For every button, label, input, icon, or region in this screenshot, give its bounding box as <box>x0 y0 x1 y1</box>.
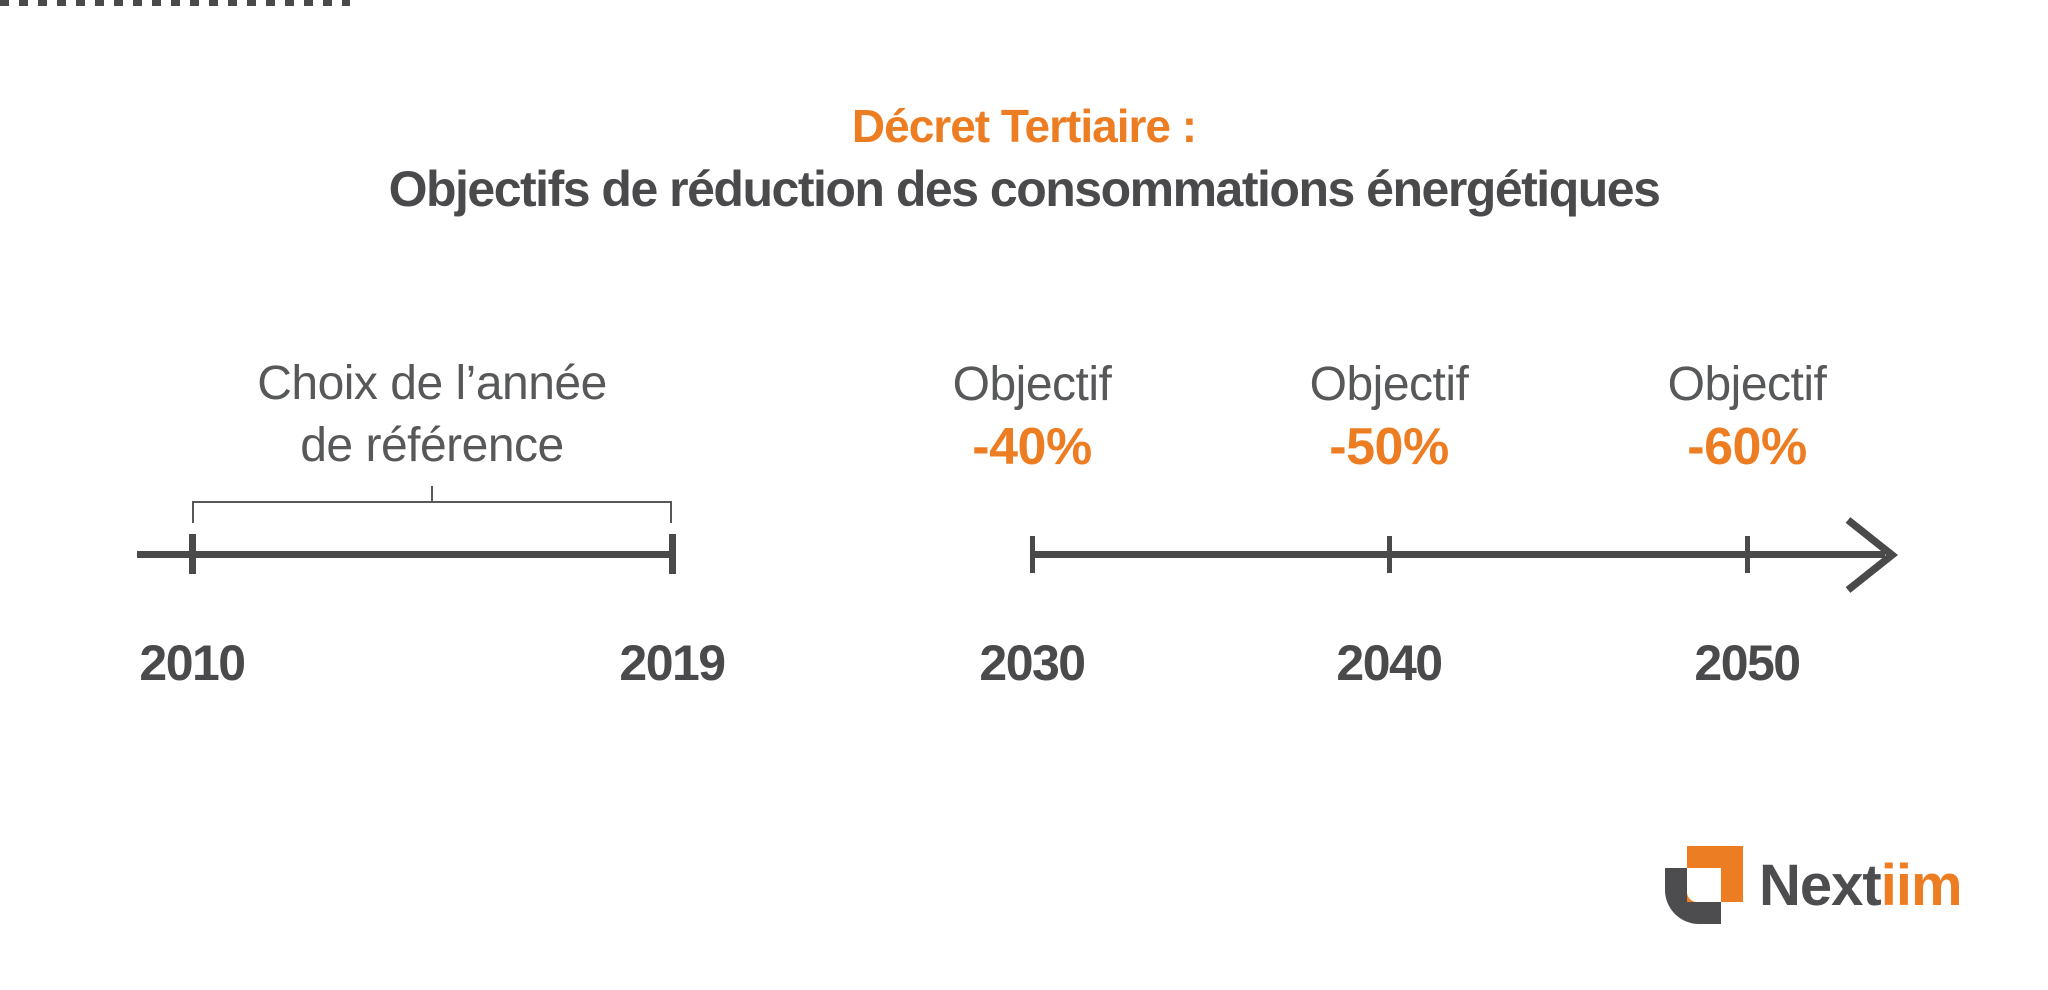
reference-bracket-center-tick <box>431 486 433 501</box>
tick-2010 <box>189 534 196 574</box>
objective-label-2050: Objectif <box>1667 358 1827 411</box>
timeline-solid-segment-left <box>137 551 672 558</box>
objective-group-2040: Objectif -50% <box>1310 357 1469 475</box>
tick-2050 <box>1745 536 1750 573</box>
year-label-2019: 2019 <box>619 635 726 691</box>
reference-bracket-left-end <box>192 501 194 523</box>
reference-period-label-line1: Choix de l’année <box>257 357 607 410</box>
header: Décret Tertiaire : Objectifs de réductio… <box>0 100 2048 218</box>
page-subtitle: Objectifs de réduction des consommations… <box>388 161 1661 217</box>
reference-period-label-line2: de référence <box>300 419 564 472</box>
timeline-dotted-segment <box>0 0 350 6</box>
logo-text-primary: Next <box>1759 852 1882 918</box>
nextiim-logo-icon <box>1665 846 1743 924</box>
objective-group-2030: Objectif -40% <box>953 357 1112 475</box>
objective-value-2040: -50% <box>1329 418 1449 476</box>
objective-label-2030: Objectif <box>952 358 1112 411</box>
reference-period-label: Choix de l’année de référence <box>257 353 607 477</box>
year-label-2010: 2010 <box>139 635 246 691</box>
tick-2030 <box>1030 536 1035 573</box>
year-label-2040: 2040 <box>1336 635 1443 691</box>
tick-2040 <box>1387 536 1392 573</box>
objective-value-2050: -60% <box>1687 418 1807 476</box>
nextiim-logo: Nextiim <box>1665 846 1963 924</box>
logo-white-notch <box>1687 868 1721 902</box>
year-label-2030: 2030 <box>979 635 1086 691</box>
reference-bracket-line <box>192 501 672 503</box>
arrow-right-icon <box>1845 517 1899 593</box>
tick-2019 <box>669 534 676 574</box>
objective-value-2030: -40% <box>972 418 1092 476</box>
objective-label-2040: Objectif <box>1309 358 1469 411</box>
logo-wordmark: Nextiim <box>1759 852 1963 919</box>
page-title: Décret Tertiaire : <box>851 100 1197 152</box>
logo-text-accent: iim <box>1880 852 1963 918</box>
year-label-2050: 2050 <box>1694 635 1801 691</box>
objective-group-2050: Objectif -60% <box>1668 357 1827 475</box>
reference-bracket-right-end <box>670 501 672 523</box>
timeline-solid-segment-right <box>1032 551 1885 558</box>
